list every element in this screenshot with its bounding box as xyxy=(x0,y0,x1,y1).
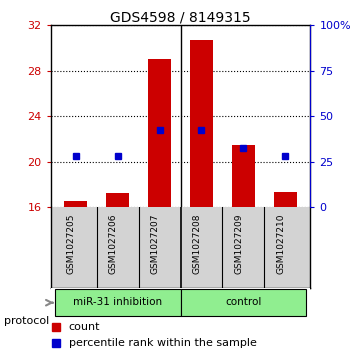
Bar xyxy=(232,144,255,207)
Text: GSM1027210: GSM1027210 xyxy=(276,213,285,274)
Bar xyxy=(180,289,306,316)
Text: protocol: protocol xyxy=(4,316,49,326)
Bar xyxy=(148,60,171,207)
Text: GSM1027205: GSM1027205 xyxy=(67,213,76,274)
Bar xyxy=(106,193,129,207)
Text: GSM1027206: GSM1027206 xyxy=(109,213,118,274)
Bar xyxy=(55,289,180,316)
Bar xyxy=(190,40,213,207)
Bar xyxy=(274,192,297,207)
Text: percentile rank within the sample: percentile rank within the sample xyxy=(69,338,257,347)
Text: GSM1027208: GSM1027208 xyxy=(192,213,201,274)
Text: miR-31 inhibition: miR-31 inhibition xyxy=(73,297,162,307)
Title: GDS4598 / 8149315: GDS4598 / 8149315 xyxy=(110,10,251,24)
Text: control: control xyxy=(225,297,262,307)
Text: GSM1027209: GSM1027209 xyxy=(234,213,243,274)
Text: count: count xyxy=(69,322,100,333)
Text: GSM1027207: GSM1027207 xyxy=(151,213,160,274)
Bar xyxy=(64,201,87,207)
